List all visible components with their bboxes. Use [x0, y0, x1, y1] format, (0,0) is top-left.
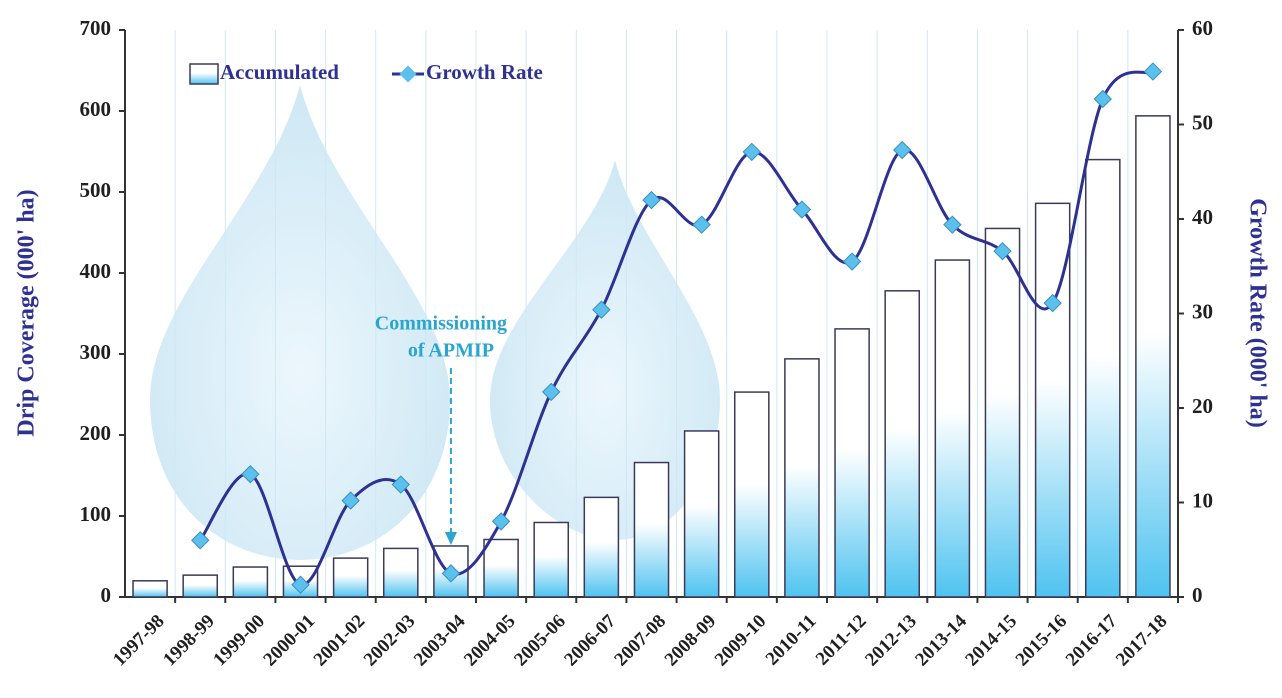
marker [642, 190, 661, 210]
bar [583, 496, 620, 598]
x-tick-label: 2000-01 [259, 611, 319, 671]
x-tick-label: 2015-16 [1012, 611, 1072, 671]
marker [592, 300, 611, 319]
marker [742, 142, 761, 162]
x-tick-label: 2017-18 [1112, 611, 1172, 671]
x-tick-label: 2002-03 [360, 611, 420, 671]
marker [391, 475, 410, 494]
y2-tick-label: 50 [1192, 110, 1213, 134]
x-tick-label: 2008-09 [661, 611, 721, 671]
marker [441, 564, 461, 583]
x-tick-label: 2012-13 [861, 611, 921, 671]
x-tick-label: 1998-99 [159, 611, 219, 671]
bar [533, 521, 570, 598]
x-tick-label: 1997-98 [109, 611, 169, 671]
y-tick-label: 300 [80, 340, 112, 364]
bar [1135, 115, 1171, 598]
bar [232, 566, 269, 598]
marker [341, 491, 360, 510]
annotation-arrowhead [444, 532, 457, 545]
y-tick-label: 700 [80, 16, 112, 40]
bar [382, 547, 419, 598]
y2-tick-label: 40 [1192, 205, 1213, 229]
marker [842, 252, 862, 271]
bar [884, 290, 921, 598]
legend-label: Growth Rate [426, 60, 543, 84]
x-tick-label: 2010-11 [762, 611, 821, 670]
bar [784, 358, 820, 598]
x-tick-label: 2003-04 [410, 610, 470, 670]
y-tick-label: 200 [80, 421, 112, 445]
y-tick-label: 500 [80, 178, 112, 202]
x-tick-label: 2013-14 [911, 610, 971, 670]
marker [1043, 293, 1062, 313]
marker [692, 215, 711, 234]
legend-label: Accumulated [220, 60, 339, 84]
marker [491, 512, 511, 531]
y-tick-label: 400 [80, 259, 112, 283]
bar [182, 574, 219, 598]
bar [483, 538, 519, 598]
marker [893, 140, 912, 160]
marker [1093, 89, 1112, 109]
x-tick-label: 2007-08 [610, 611, 670, 671]
annotation: Commissioning [375, 313, 507, 335]
bar [1084, 158, 1121, 598]
marker [792, 200, 812, 219]
x-tick-label: 2006-07 [560, 610, 620, 670]
x-tick-label: 2016-17 [1062, 610, 1122, 670]
bar [132, 580, 168, 598]
annotation: of APMIP [408, 340, 494, 362]
bar [332, 557, 369, 598]
marker [993, 241, 1012, 261]
marker [542, 382, 561, 402]
y-tick-label: 0 [101, 583, 112, 607]
y2-axis-title: Growth Rate (000' ha) [1244, 198, 1270, 428]
x-tick-label: 2011-12 [812, 611, 871, 670]
x-tick-label: 2014-15 [961, 611, 1021, 671]
bar [984, 227, 1021, 598]
legend-marker [399, 65, 417, 83]
marker [943, 215, 962, 234]
y2-tick-label: 20 [1192, 394, 1213, 418]
legend-swatch [189, 63, 219, 85]
x-tick-label: 1999-00 [209, 611, 269, 671]
y2-tick-label: 0 [1192, 583, 1203, 607]
x-tick-label: 2001-02 [310, 611, 370, 671]
bar [733, 391, 770, 598]
bar [683, 430, 720, 598]
x-tick-label: 2005-06 [510, 611, 570, 671]
marker [1143, 62, 1163, 81]
bar [934, 259, 971, 598]
x-tick-label: 2004-05 [460, 611, 520, 671]
x-tick-label: 2009-10 [711, 611, 771, 671]
y-tick-label: 600 [80, 97, 112, 121]
bar [834, 328, 870, 598]
y-tick-label: 100 [80, 502, 112, 526]
bar [633, 461, 670, 598]
marker [241, 464, 260, 484]
y2-tick-label: 10 [1192, 488, 1213, 512]
y-axis-title: Drip Coverage (000' ha) [14, 189, 40, 436]
y2-tick-label: 60 [1192, 16, 1213, 40]
marker [191, 531, 210, 550]
marker [291, 575, 310, 594]
y2-tick-label: 30 [1192, 299, 1213, 323]
